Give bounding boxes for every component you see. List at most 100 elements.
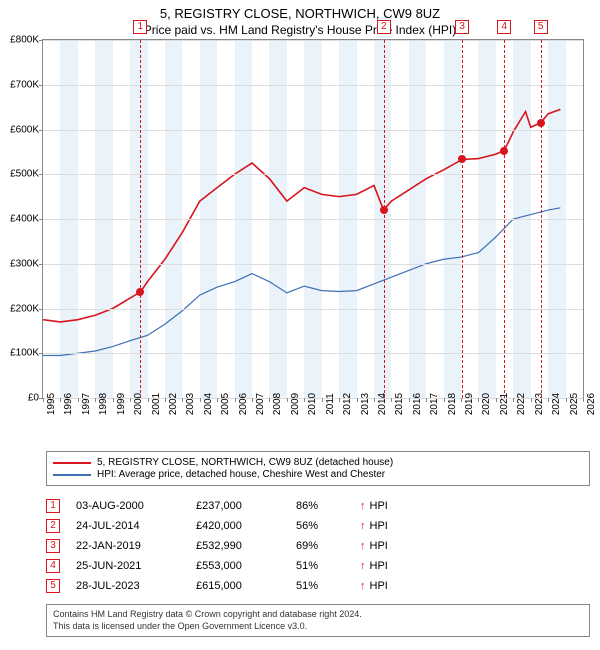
x-tick — [217, 398, 218, 402]
x-tick — [130, 398, 131, 402]
sale-marker-line — [504, 40, 505, 398]
sales-price: £532,990 — [196, 540, 296, 552]
grid-line — [43, 353, 583, 354]
legend-item: HPI: Average price, detached house, Ches… — [53, 469, 583, 480]
chart-area: £0£100K£200K£300K£400K£500K£600K£700K£80… — [42, 39, 584, 417]
sale-marker-label: 1 — [133, 20, 147, 34]
x-axis-label: 1999 — [116, 393, 127, 415]
x-tick — [426, 398, 427, 402]
sale-marker-dot — [458, 155, 466, 163]
x-axis-label: 2014 — [377, 393, 388, 415]
y-axis-label: £600K — [10, 124, 39, 135]
y-tick — [39, 219, 43, 220]
y-tick — [39, 174, 43, 175]
sales-row: 528-JUL-2023£615,00051%↑HPI — [46, 576, 590, 596]
x-axis-label: 2020 — [481, 393, 492, 415]
sales-price: £237,000 — [196, 500, 296, 512]
sales-suffix: HPI — [370, 560, 388, 572]
x-tick — [374, 398, 375, 402]
x-tick — [182, 398, 183, 402]
x-tick — [583, 398, 584, 402]
chart-title: 5, REGISTRY CLOSE, NORTHWICH, CW9 8UZ — [0, 6, 600, 21]
y-axis-label: £0 — [28, 393, 39, 404]
x-axis-label: 2018 — [447, 393, 458, 415]
sales-row: 103-AUG-2000£237,00086%↑HPI — [46, 496, 590, 516]
x-axis-label: 2009 — [290, 393, 301, 415]
x-tick — [322, 398, 323, 402]
sales-price: £420,000 — [196, 520, 296, 532]
x-axis-label: 1996 — [63, 393, 74, 415]
sale-marker-line — [541, 40, 542, 398]
y-axis-label: £500K — [10, 169, 39, 180]
up-arrow-icon: ↑ — [360, 500, 366, 512]
sales-diff: 69% — [296, 540, 356, 552]
up-arrow-icon: ↑ — [360, 540, 366, 552]
x-tick — [391, 398, 392, 402]
x-tick — [78, 398, 79, 402]
sales-marker: 3 — [46, 539, 60, 553]
sales-price: £615,000 — [196, 580, 296, 592]
x-axis-label: 1997 — [81, 393, 92, 415]
x-axis-label: 2011 — [325, 393, 336, 415]
sales-price: £553,000 — [196, 560, 296, 572]
sales-row: 224-JUL-2014£420,00056%↑HPI — [46, 516, 590, 536]
sale-marker-label: 2 — [377, 20, 391, 34]
x-axis-label: 2016 — [412, 393, 423, 415]
legend-swatch — [53, 462, 91, 464]
legend-label: HPI: Average price, detached house, Ches… — [97, 469, 385, 480]
sale-marker-dot — [380, 206, 388, 214]
x-tick — [548, 398, 549, 402]
up-arrow-icon: ↑ — [360, 580, 366, 592]
sales-marker: 5 — [46, 579, 60, 593]
sales-row: 425-JUN-2021£553,00051%↑HPI — [46, 556, 590, 576]
footer-box: Contains HM Land Registry data © Crown c… — [46, 604, 590, 637]
x-axis-label: 2001 — [151, 393, 162, 415]
grid-line — [43, 219, 583, 220]
sales-diff: 51% — [296, 560, 356, 572]
x-axis-label: 2010 — [307, 393, 318, 415]
sales-diff: 51% — [296, 580, 356, 592]
sales-diff: 56% — [296, 520, 356, 532]
y-axis-label: £100K — [10, 348, 39, 359]
y-axis-label: £200K — [10, 303, 39, 314]
x-axis-label: 1995 — [46, 393, 57, 415]
x-axis-label: 2005 — [220, 393, 231, 415]
grid-line — [43, 130, 583, 131]
x-axis-label: 1998 — [98, 393, 109, 415]
legend-swatch — [53, 474, 91, 476]
x-axis-label: 2024 — [551, 393, 562, 415]
x-axis-label: 2004 — [203, 393, 214, 415]
x-tick — [60, 398, 61, 402]
x-axis-label: 2023 — [534, 393, 545, 415]
grid-line — [43, 309, 583, 310]
y-tick — [39, 264, 43, 265]
sales-marker: 2 — [46, 519, 60, 533]
x-axis-label: 2019 — [464, 393, 475, 415]
y-axis-label: £300K — [10, 258, 39, 269]
x-tick — [531, 398, 532, 402]
legend-item: 5, REGISTRY CLOSE, NORTHWICH, CW9 8UZ (d… — [53, 457, 583, 468]
series-line — [43, 109, 560, 322]
sales-suffix: HPI — [370, 540, 388, 552]
sale-marker-line — [462, 40, 463, 398]
y-axis-label: £800K — [10, 35, 39, 46]
x-tick — [235, 398, 236, 402]
y-tick — [39, 130, 43, 131]
series-line — [43, 208, 560, 356]
x-tick — [95, 398, 96, 402]
y-axis-label: £400K — [10, 214, 39, 225]
x-tick — [478, 398, 479, 402]
y-tick — [39, 40, 43, 41]
sales-diff: 86% — [296, 500, 356, 512]
figure-container: 5, REGISTRY CLOSE, NORTHWICH, CW9 8UZ Pr… — [0, 0, 600, 650]
sales-date: 03-AUG-2000 — [76, 500, 196, 512]
up-arrow-icon: ↑ — [360, 560, 366, 572]
grid-line — [43, 85, 583, 86]
sales-date: 25-JUN-2021 — [76, 560, 196, 572]
x-tick — [496, 398, 497, 402]
x-axis-label: 2015 — [394, 393, 405, 415]
sale-marker-dot — [136, 288, 144, 296]
x-tick — [113, 398, 114, 402]
y-tick — [39, 309, 43, 310]
x-axis-label: 2008 — [272, 393, 283, 415]
